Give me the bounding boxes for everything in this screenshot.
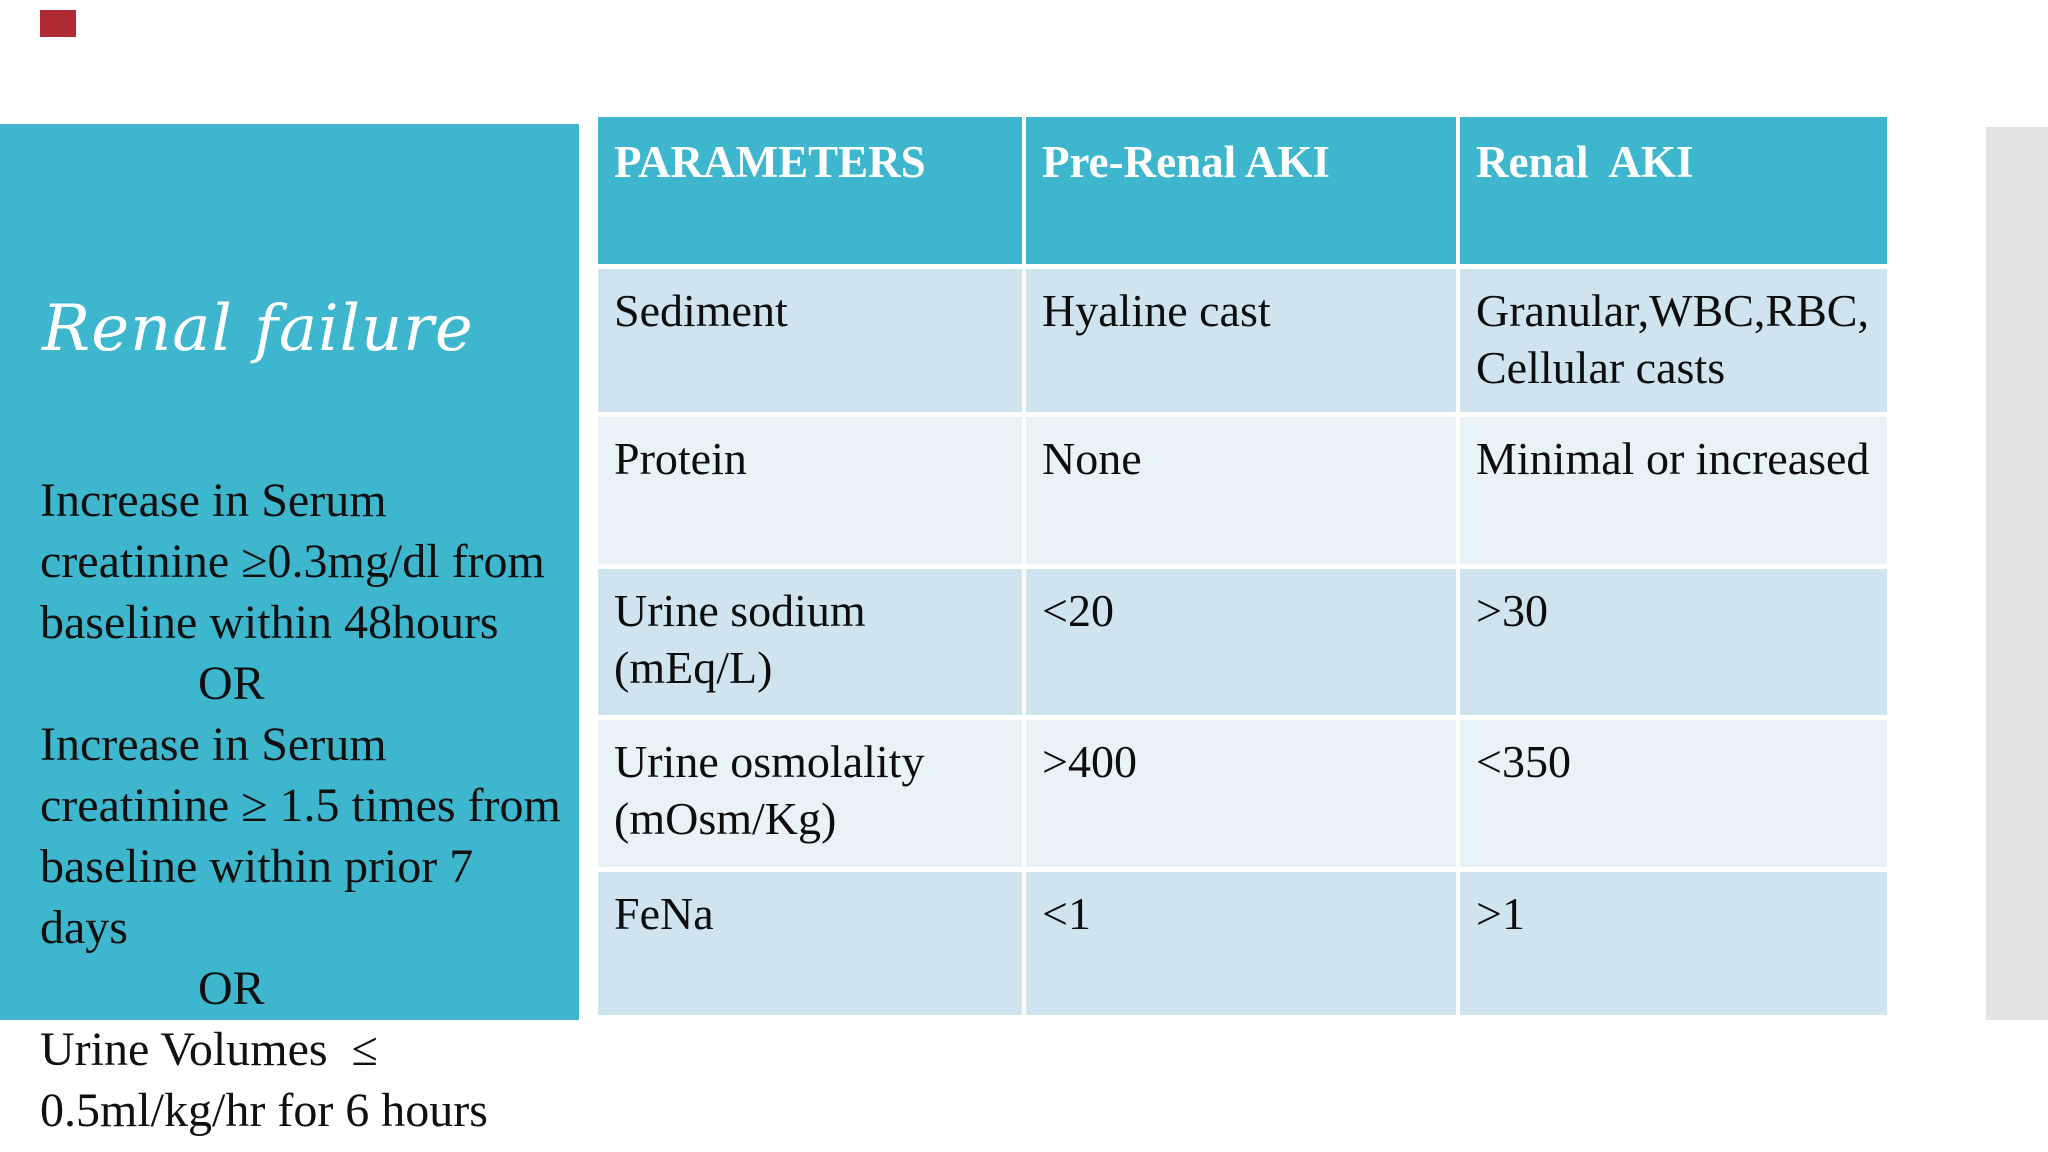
table-cell: <20 — [1026, 569, 1456, 715]
table-cell: >30 — [1460, 569, 1887, 715]
right-gray-gutter — [1986, 127, 2048, 1020]
table-cell: >1 — [1460, 872, 1887, 1015]
column-header-renal-aki: Renal AKI — [1460, 117, 1887, 264]
title-panel: Renal failure Increase in Serum creatini… — [0, 124, 579, 1137]
table-cell: Urine sodium (mEq/L) — [598, 569, 1022, 715]
definition-line: Increase in Serum — [40, 474, 387, 527]
table-cell: FeNa — [598, 872, 1022, 1015]
definition-line: creatinine ≥0.3mg/dl from — [40, 535, 545, 588]
table-cell: None — [1026, 417, 1456, 564]
table-cell: <350 — [1460, 720, 1887, 867]
definition-line-or: OR — [198, 962, 265, 1015]
table-cell: Sediment — [598, 269, 1022, 412]
table-cell: Urine osmolality (mOsm/Kg) — [598, 720, 1022, 867]
table-cell: Hyaline cast — [1026, 269, 1456, 412]
table-cell: >400 — [1026, 720, 1456, 867]
definition-line: Increase in Serum — [40, 718, 387, 771]
column-header-parameters: PARAMETERS — [598, 117, 1022, 264]
definition-line-or: OR — [198, 657, 265, 710]
definition-line: Urine Volumes ≤ — [40, 1023, 378, 1076]
definition-line: baseline within prior 7 days — [40, 840, 486, 954]
column-header-pre-renal-aki: Pre-Renal AKI — [1026, 117, 1456, 264]
definition-line: creatinine ≥ 1.5 times from — [40, 779, 561, 832]
definition-line: 0.5ml/kg/hr for 6 hours — [40, 1084, 488, 1137]
definition-text: Increase in Serum creatinine ≥0.3mg/dl f… — [40, 470, 570, 1141]
red-accent-mark — [40, 10, 76, 37]
table-cell: <1 — [1026, 872, 1456, 1015]
comparison-table: PARAMETERS Pre-Renal AKI Renal AKI Sedim… — [598, 117, 1887, 1015]
table-cell: Minimal or increased — [1460, 417, 1887, 564]
table-cell: Granular,WBC,RBC, Cellular casts — [1460, 269, 1887, 412]
table-cell: Protein — [598, 417, 1022, 564]
definition-line: baseline within 48hours — [40, 596, 499, 649]
slide-title: Renal failure — [42, 292, 474, 366]
